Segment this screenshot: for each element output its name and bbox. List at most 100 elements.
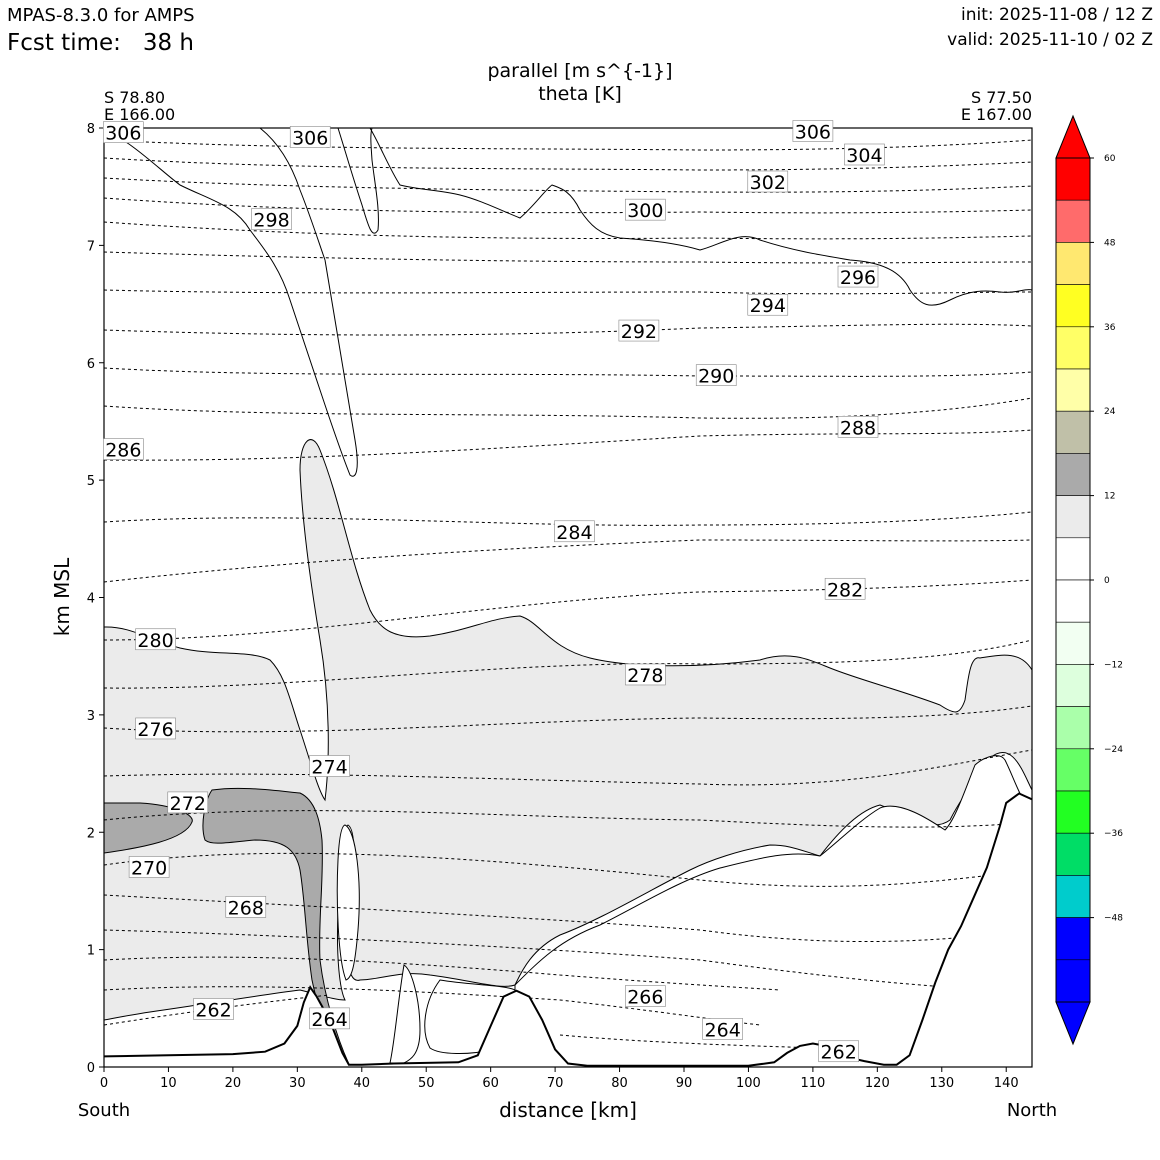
colorbar-bin [1055,917,1091,961]
x-tick-label: 70 [547,1076,564,1091]
theta-label-box [818,1040,859,1063]
y-tick-label: 0 [87,1061,95,1076]
x-tick-label: 0 [100,1076,108,1091]
theta-label-box [747,293,789,316]
colorbar-bin [1055,368,1091,412]
theta-label-264: 264 [309,1007,350,1031]
forecast-time: Fcst time: 38 h [7,30,194,56]
colorbar-tick-label: 36 [1104,323,1116,333]
theta-label-266: 266 [625,985,666,1009]
theta-label-text: 294 [750,295,786,317]
theta-label-box [309,1007,350,1030]
x-tick-label: 10 [160,1076,177,1091]
theta-label-box [251,208,292,230]
theta-label-box [837,416,879,438]
colorbar-bin [1055,748,1091,792]
wind-white-lower [389,964,421,1064]
colorbar-bin [1055,790,1091,834]
y-axis-ticks: 0 1 2 3 4 5 6 7 8 [87,122,104,1076]
colorbar-tick-label: 0 [1104,576,1110,586]
theta-label-text: 262 [821,1042,857,1064]
theta-label-296: 296 [837,265,879,289]
theta-label-306: 306 [792,120,834,144]
theta-label-text: 306 [105,123,141,145]
y-tick-label: 3 [87,709,95,724]
theta-label-278: 278 [625,663,666,687]
theta-label-text: 276 [137,719,173,741]
theta-label-box [135,717,176,740]
wind-shade-18 [104,802,193,854]
terrain-line [104,792,1032,1067]
y-tick-label: 7 [87,239,95,254]
x-tick-label: 110 [800,1076,825,1091]
theta-label-300: 300 [625,198,666,222]
y-axis-label: km MSL [50,557,74,637]
theta-label-text: 304 [846,145,882,167]
theta-label-box [618,319,660,342]
theta-label-284: 284 [554,520,595,544]
x-tick-label: 20 [225,1076,242,1091]
theta-label-box [625,985,666,1007]
theta-label-box [103,438,144,460]
theta-label-text: 288 [840,417,876,439]
chart-subtitle: theta [K] [538,83,622,105]
theta-label-text: 282 [827,579,863,601]
theta-label-text: 266 [627,987,663,1009]
theta-label-286: 286 [103,438,144,462]
theta-label-text: 264 [705,1019,741,1041]
theta-label-text: 300 [627,200,663,222]
colorbar-bin [1055,621,1091,665]
theta-label-304: 304 [844,143,885,167]
x-tick-label: 100 [736,1076,761,1091]
theta-label-text: 268 [228,897,264,919]
theta-label-306: 306 [103,121,144,145]
theta-label-text: 306 [292,127,328,149]
colorbar-under-extension [1055,1001,1091,1046]
colorbar-tick-label: −12 [1104,660,1123,670]
theta-label-box [167,791,209,814]
north-label: North [1006,1100,1058,1121]
theta-label-text: 274 [311,757,347,779]
theta-label-290: 290 [695,364,737,388]
init-time: init: 2025-11-08 / 12 Z [960,5,1153,25]
theta-label-292: 292 [618,319,660,343]
theta-label-text: 278 [627,665,663,687]
theta-label-box [837,265,879,288]
theta-label-text: 272 [170,793,206,815]
x-tick-label: 60 [482,1076,499,1091]
colorbar-bin [1055,579,1091,623]
theta-label-box [844,143,885,166]
theta-label-box [135,628,176,651]
theta-label-288: 288 [837,416,879,439]
colorbar-bin [1055,832,1091,876]
y-tick-label: 6 [87,357,95,372]
colorbar: 60 48 36 24 12 0 −12 −24 −36 −48 [1055,114,1123,1046]
south-label: South [77,1100,131,1121]
theta-label-box [625,663,666,686]
colorbar-tick-label: 60 [1104,154,1116,164]
theta-label-272: 272 [167,791,209,815]
colorbar-bin [1055,664,1091,707]
theta-label-282: 282 [824,577,866,601]
end-latitude: S 77.50 [970,88,1032,107]
theta-contour-labels: 306 306 306 304 302 300 298 296 294 292 290 288 286 2… [103,120,885,1064]
colorbar-bin [1055,157,1091,201]
theta-label-text: 286 [105,440,141,462]
model-title: MPAS-8.3.0 for AMPS [7,5,195,26]
theta-label-text: 296 [840,267,876,289]
x-tick-label: 140 [994,1076,1019,1091]
x-tick-label: 120 [865,1076,890,1091]
colorbar-bin [1055,410,1091,454]
colorbar-bin [1055,875,1091,918]
wind-white-plume [336,824,360,981]
theta-isentropes [104,139,1032,1049]
start-longitude: E 166.00 [104,105,176,124]
theta-label-294: 294 [747,293,789,317]
x-axis-label: distance [km] [499,1098,637,1122]
theta-label-text: 290 [698,366,734,388]
x-axis-ticks: 0 10 20 30 40 50 60 70 80 90 100 110 120 130 140 [100,1067,1019,1091]
theta-label-text: 280 [137,630,173,652]
colorbar-bin [1055,537,1091,581]
y-tick-label: 8 [87,122,95,137]
theta-label-text: 284 [556,522,592,544]
